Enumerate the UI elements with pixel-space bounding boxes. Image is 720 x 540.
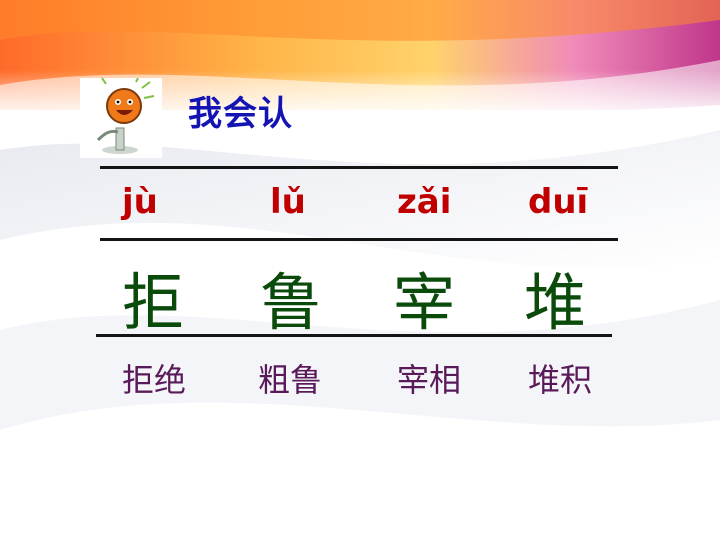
microphone-mascot-icon — [80, 78, 162, 158]
pinyin-label: duī — [528, 182, 589, 222]
divider-line — [96, 334, 612, 337]
chinese-character: 堆 — [524, 266, 587, 339]
divider-line — [100, 238, 618, 241]
example-word: 粗鲁 — [258, 361, 323, 399]
pinyin-label: lǔ — [270, 182, 306, 222]
pinyin-label: zǎi — [397, 182, 452, 222]
example-word: 拒绝 — [122, 361, 187, 399]
pinyin-label: jù — [122, 182, 158, 222]
chinese-character: 拒 — [122, 266, 185, 339]
example-word: 宰相 — [397, 361, 462, 399]
example-word: 堆积 — [528, 361, 593, 399]
divider-line — [100, 166, 618, 169]
page-title: 我会认 — [188, 94, 293, 134]
chinese-character: 宰 — [393, 266, 456, 339]
chinese-character: 鲁 — [260, 266, 323, 339]
